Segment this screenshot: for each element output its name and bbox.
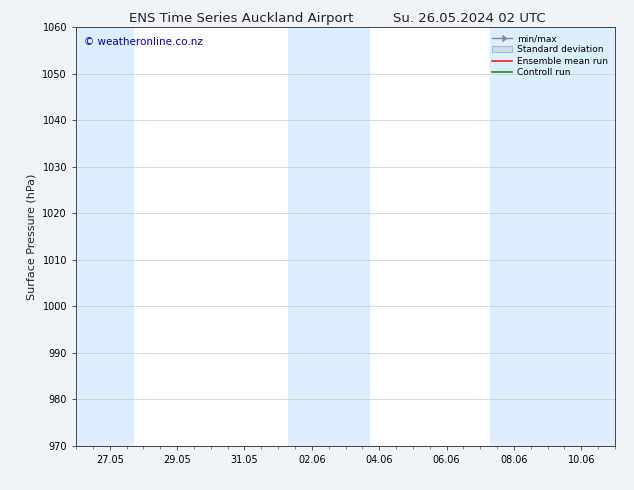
Text: © weatheronline.co.nz: © weatheronline.co.nz [84,37,203,48]
Text: ENS Time Series Auckland Airport: ENS Time Series Auckland Airport [129,12,353,25]
Bar [490,27,615,446]
Legend: min/max, Standard deviation, Ensemble mean run, Controll run: min/max, Standard deviation, Ensemble me… [489,31,611,80]
Bar [288,27,369,446]
Y-axis label: Surface Pressure (hPa): Surface Pressure (hPa) [27,173,37,299]
Bar [76,27,133,446]
Text: Su. 26.05.2024 02 UTC: Su. 26.05.2024 02 UTC [393,12,545,25]
